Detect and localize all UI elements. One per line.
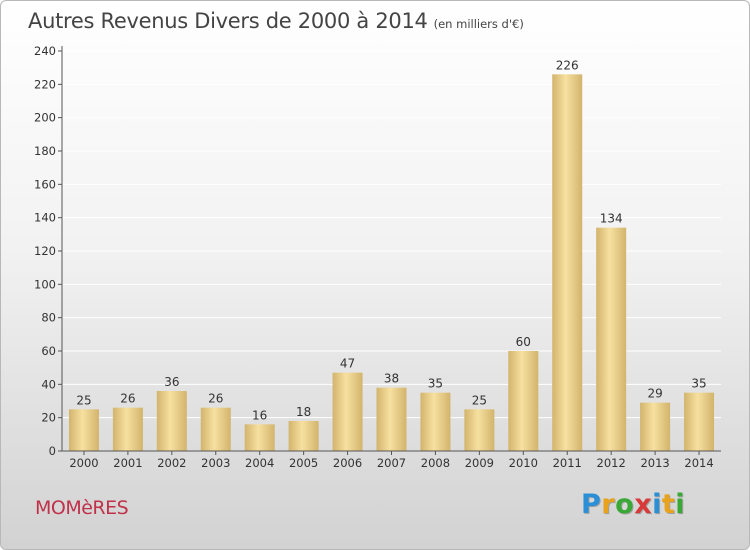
logo-letter: i [675, 489, 686, 520]
data-label: 226 [556, 58, 579, 72]
data-label: 18 [296, 405, 311, 419]
x-tick-label: 2005 [289, 456, 318, 470]
y-tick-label: 40 [41, 377, 56, 391]
x-tick-label: 2004 [245, 456, 274, 470]
x-tick-label: 2000 [69, 456, 98, 470]
y-tick-label: 220 [34, 77, 56, 91]
chart-title: Autres Revenus Divers de 2000 à 2014 (en … [28, 9, 524, 33]
data-label: 47 [340, 357, 355, 371]
bar [200, 407, 231, 451]
bar [640, 402, 671, 451]
bar [112, 407, 143, 451]
data-label: 36 [164, 375, 179, 389]
logo-letter: i [652, 489, 662, 520]
data-label: 29 [647, 387, 662, 401]
data-label: 35 [691, 377, 706, 391]
chart-subtitle: (en milliers d'€) [433, 17, 524, 31]
chart-title-text: Autres Revenus Divers de 2000 à 2014 [28, 9, 428, 33]
commune-name: MOMèRES [35, 497, 129, 519]
bar [552, 74, 583, 451]
data-label: 25 [76, 393, 91, 407]
x-tick-label: 2013 [640, 456, 669, 470]
axes: 0 20 40 60 80 100 120 140 160 180 200 220 240 [34, 44, 721, 458]
bar [464, 409, 495, 451]
y-tick-label: 120 [34, 244, 56, 258]
y-tick-label: 80 [41, 311, 56, 325]
logo-letter: t [661, 489, 676, 520]
logo-letter: P [581, 489, 602, 520]
bar [420, 392, 451, 451]
bar [684, 392, 715, 451]
x-tick-label: 2001 [113, 456, 142, 470]
x-tick-label: 2009 [465, 456, 494, 470]
data-label: 38 [384, 372, 399, 386]
x-tick-label: 2011 [553, 456, 582, 470]
y-tick-label: 240 [34, 44, 56, 58]
bar [508, 351, 539, 451]
bar [244, 424, 275, 451]
y-tick-label: 20 [41, 411, 56, 425]
y-tick-label: 180 [34, 144, 56, 158]
bar [156, 391, 187, 451]
x-tick-label: 2008 [421, 456, 450, 470]
y-tick-label: 100 [34, 277, 56, 291]
bar [376, 387, 407, 451]
bar [68, 409, 99, 451]
data-label: 60 [516, 335, 531, 349]
bars [68, 74, 715, 451]
y-tick-label: 60 [41, 344, 56, 358]
labels: 25 2000 26 2001 36 2002 26 2003 16 2004 18 2005 47 20… [69, 58, 713, 470]
y-tick-label: 200 [34, 111, 56, 125]
data-label: 25 [472, 393, 487, 407]
data-label: 26 [208, 392, 223, 406]
y-tick-label: 0 [49, 444, 56, 458]
y-tick-label: 160 [34, 177, 56, 191]
logo-letter: x [634, 489, 653, 520]
proxiti-logo: Proxiti [581, 489, 685, 520]
x-tick-label: 2007 [377, 456, 406, 470]
x-tick-label: 2003 [201, 456, 230, 470]
data-label: 134 [600, 212, 623, 226]
x-tick-label: 2014 [684, 456, 713, 470]
logo-letter: o [615, 489, 635, 520]
x-tick-label: 2006 [333, 456, 362, 470]
bar [332, 372, 363, 451]
x-tick-label: 2010 [509, 456, 538, 470]
bar [288, 421, 319, 451]
x-tick-label: 2002 [157, 456, 186, 470]
x-tick-label: 2012 [597, 456, 626, 470]
y-tick-label: 140 [34, 211, 56, 225]
logo-letter: r [601, 489, 616, 520]
data-label: 16 [252, 408, 267, 422]
data-label: 26 [120, 392, 135, 406]
data-label: 35 [428, 377, 443, 391]
bar [596, 227, 627, 451]
